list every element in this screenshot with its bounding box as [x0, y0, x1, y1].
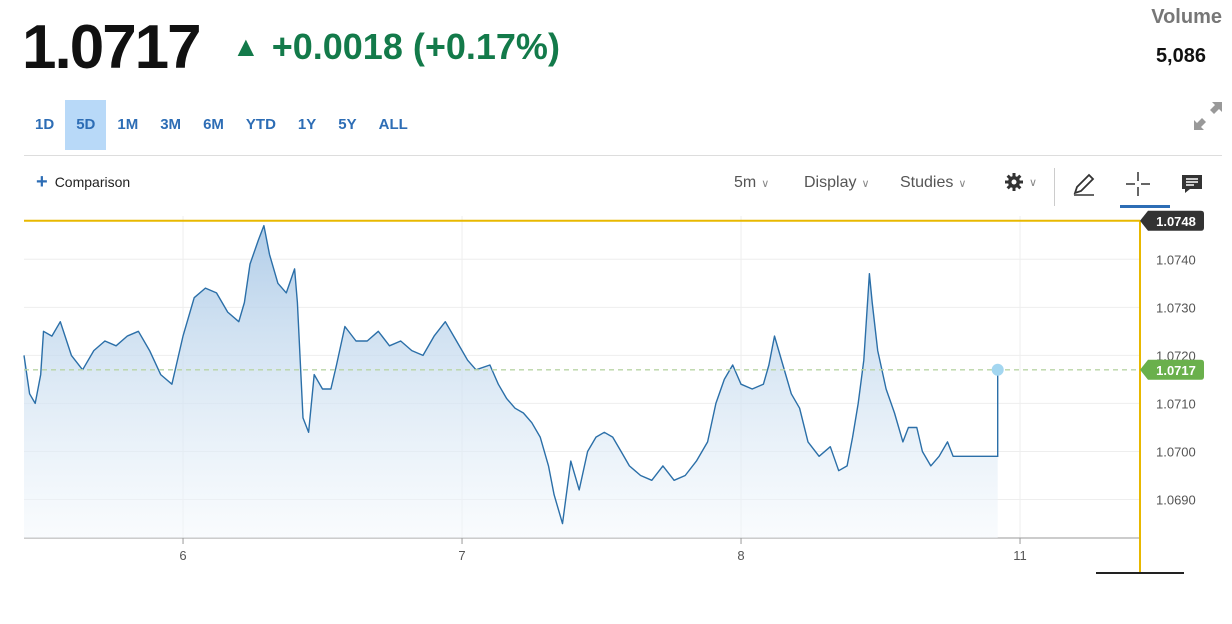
- price-line: [23, 224, 981, 525]
- y-tick-label: 1.0720: [1156, 348, 1196, 363]
- display-dropdown[interactable]: Display ∨: [804, 174, 870, 192]
- price-line-extension: [981, 369, 999, 457]
- last-price-tag: 1.0717: [1156, 363, 1196, 378]
- volume-value: 5,086: [1155, 45, 1206, 67]
- chevron-down-icon: ∨: [1029, 177, 1038, 190]
- range-selector: 1D 5D 1M 3M 6M YTD 1Y 5Y ALL: [24, 100, 419, 150]
- pencil-icon[interactable]: [1070, 170, 1098, 198]
- y-tick-label: 1.0740: [1156, 252, 1196, 267]
- range-1m[interactable]: 1M: [117, 116, 139, 133]
- range-5d[interactable]: 5D: [65, 100, 107, 150]
- toolbar-separator: [1054, 168, 1055, 206]
- x-tick-label: 11: [1013, 548, 1027, 563]
- toolbar-divider: [24, 155, 1222, 156]
- crosshair-icon[interactable]: [1124, 170, 1152, 198]
- expand-icon[interactable]: [1192, 100, 1224, 132]
- range-5y[interactable]: 5Y: [338, 116, 357, 133]
- active-tool-indicator: [1120, 205, 1170, 208]
- last-price-dot: [991, 363, 1004, 376]
- last-price: 1.0717: [22, 13, 202, 82]
- x-tick-label: 8: [737, 548, 744, 563]
- x-tick-label: 7: [458, 548, 465, 563]
- comparison-label: Comparison: [54, 174, 131, 190]
- chart-toolbar: + Comparison 5m ∨ Display ∨ Studies ∨ ∨: [24, 160, 1222, 212]
- display-label: Display: [804, 174, 857, 191]
- range-ytd[interactable]: YTD: [245, 116, 276, 133]
- x-tick-label: 6: [179, 548, 186, 563]
- crosshair-price-tag-bg: [1140, 210, 1204, 231]
- interval-label: 5m: [734, 174, 757, 191]
- y-tick-label: 1.0710: [1156, 396, 1196, 411]
- range-1y[interactable]: 1Y: [297, 116, 317, 133]
- interval-dropdown[interactable]: 5m ∨: [734, 174, 769, 192]
- plus-icon: +: [36, 171, 48, 193]
- range-6m[interactable]: 6M: [203, 116, 224, 133]
- chevron-down-icon: ∨: [861, 178, 870, 190]
- settings-dropdown[interactable]: ∨: [1004, 172, 1037, 192]
- y-tick-label: 1.0690: [1156, 493, 1196, 508]
- gear-icon: [1005, 173, 1023, 191]
- price-area: [24, 225, 998, 538]
- price-change-value: +0.0018 (+0.17%): [271, 26, 560, 67]
- up-arrow-icon: ▲: [232, 31, 260, 62]
- studies-label: Studies: [900, 174, 954, 191]
- price-change: ▲ +0.0018 (+0.17%): [232, 26, 560, 68]
- last-price-tag-bg: [1140, 359, 1204, 380]
- chevron-down-icon: ∨: [958, 178, 967, 190]
- y-tick-label: 1.0730: [1156, 300, 1196, 315]
- volume-label: Volume: [1151, 6, 1222, 28]
- range-all[interactable]: ALL: [378, 116, 408, 133]
- chevron-down-icon: ∨: [761, 178, 770, 190]
- comment-icon[interactable]: [1178, 170, 1206, 198]
- range-3m[interactable]: 3M: [160, 116, 182, 133]
- studies-dropdown[interactable]: Studies ∨: [900, 174, 966, 192]
- comparison-button[interactable]: + Comparison: [36, 171, 131, 193]
- y-tick-label: 1.0700: [1156, 444, 1196, 459]
- range-1d[interactable]: 1D: [35, 116, 55, 133]
- crosshair-price-tag: 1.0748: [1156, 214, 1196, 229]
